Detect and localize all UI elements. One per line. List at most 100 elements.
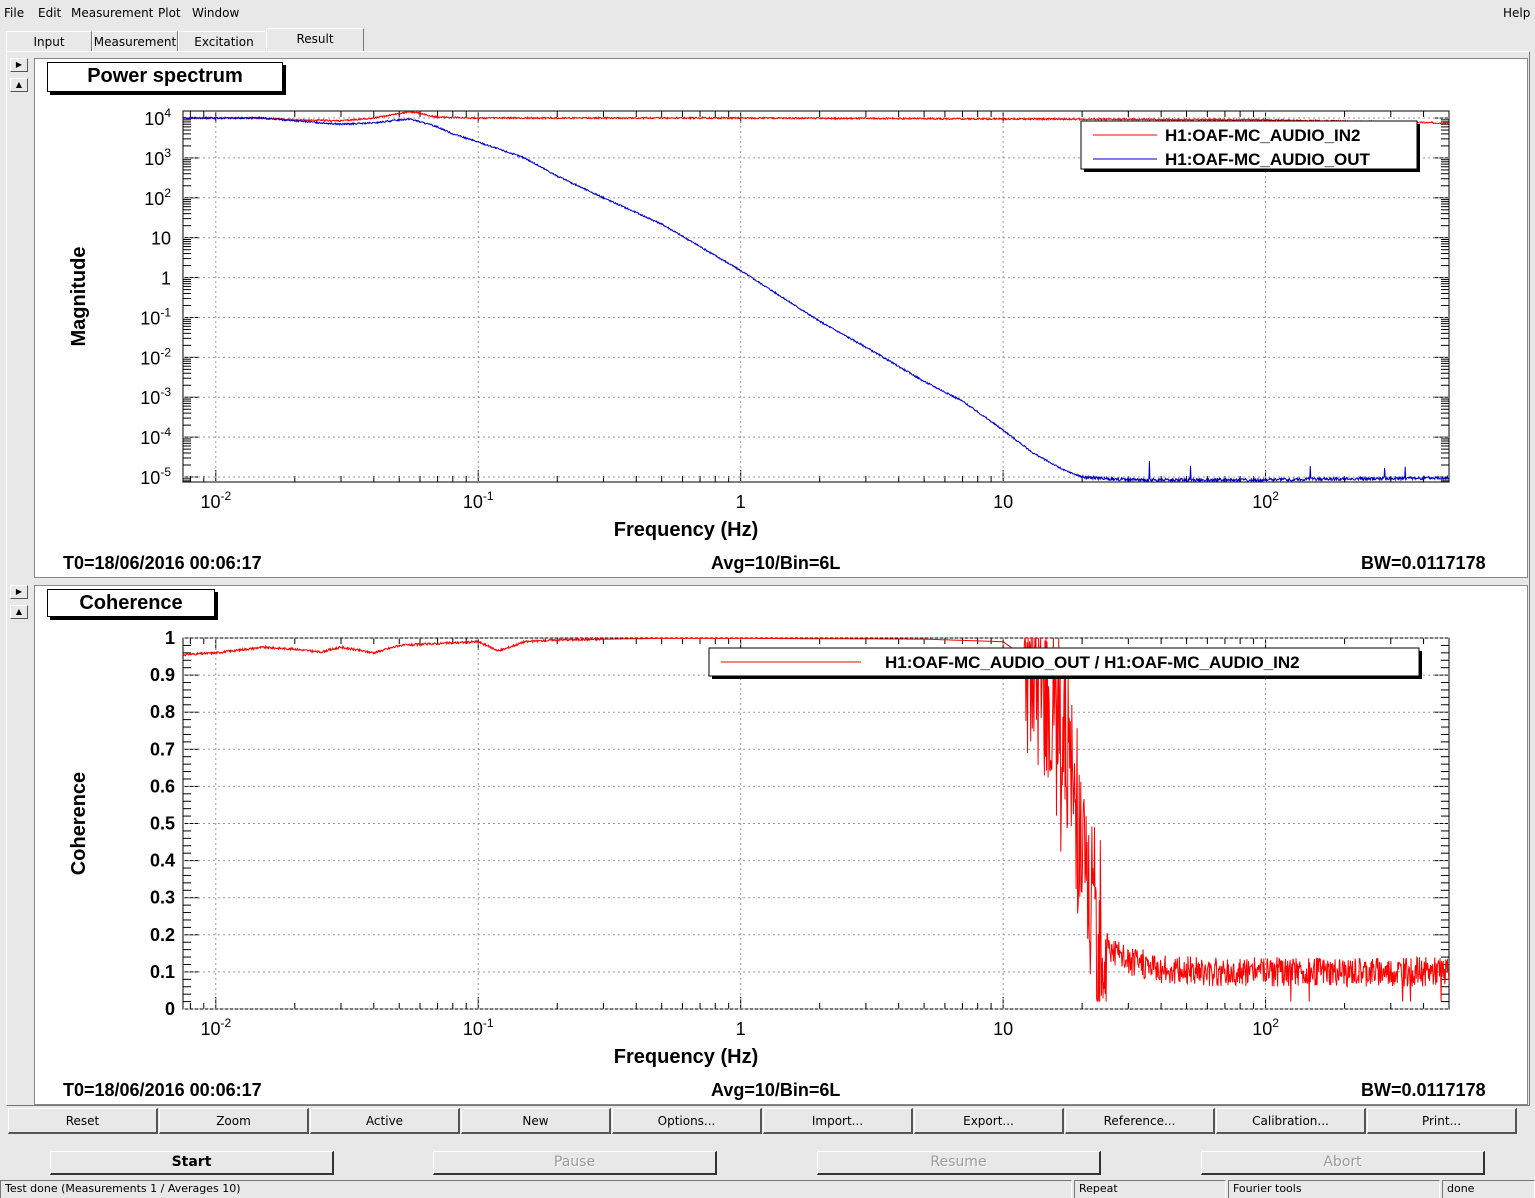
coherence-title: Coherence	[47, 589, 215, 617]
status-repeat: Repeat	[1074, 1180, 1226, 1198]
reset-button[interactable]: Reset	[8, 1108, 158, 1134]
y-tick-label: 1	[161, 269, 171, 289]
y-tick-label: 10-2	[140, 345, 171, 368]
y-axis-title: Coherence	[68, 772, 90, 875]
calibration-button[interactable]: Calibration...	[1216, 1108, 1366, 1134]
plot-frame	[182, 110, 1450, 483]
y-tick-exponent: -3	[160, 385, 171, 399]
status-main: Test done (Measurements 1 / Averages 10)	[0, 1180, 1072, 1198]
tab-excitation[interactable]: Excitation	[178, 31, 270, 51]
x-tick-label: 10-1	[463, 489, 494, 512]
y-tick-exponent: -2	[160, 345, 171, 359]
t0-label: T0=18/06/2016 00:06:17	[63, 553, 262, 573]
y-tick-exponent: -5	[160, 465, 171, 479]
export-button[interactable]: Export...	[914, 1108, 1064, 1134]
y-tick-label: 0.8	[150, 702, 175, 722]
tab-result[interactable]: Result	[266, 28, 364, 52]
menu-window[interactable]: Window	[192, 6, 240, 20]
abort-button[interactable]: Abort	[1201, 1151, 1485, 1175]
series-line-0	[183, 111, 1449, 125]
coherence-plot[interactable]: 10-2 10-1 1 10 102 1 0.9 0.8 0.7 0.6 0.5 0.4 0.3 0.2 0…	[35, 586, 1527, 1104]
power-spectrum-plot[interactable]: 10-2 10-1 1 10 10210410310210110-110-210-310…	[35, 59, 1527, 577]
y-tick-exponent: 2	[164, 186, 171, 200]
y-axis-title: Magnitude	[68, 247, 90, 347]
x-tick-label: 1	[736, 492, 746, 512]
y-tick-label: 0.9	[150, 665, 175, 685]
y-tick-label: 10-1	[140, 305, 171, 328]
power-spectrum-panel[interactable]: 10-2 10-1 1 10 102 104 103 102 10 1 10-1 10-2 10-3 10…	[34, 58, 1528, 578]
y-tick-label: 0.7	[150, 739, 175, 759]
coherence-panel[interactable]: 10-2 10-1 1 10 102 1 0.9 0.8 0.7 0.6 0.5 0.4 0.3 0.2 0…	[34, 585, 1528, 1105]
tab-input[interactable]: Input	[6, 31, 92, 51]
pause-button[interactable]: Pause	[433, 1151, 717, 1175]
series-line-1	[183, 115, 1449, 482]
menu-bar: File Edit Measurement Plot Window Help	[0, 0, 1535, 26]
menu-measurement[interactable]: Measurement	[71, 6, 154, 20]
active-button[interactable]: Active	[310, 1108, 460, 1134]
legend-entry-1: H1:OAF-MC_AUDIO_OUT	[1165, 150, 1371, 169]
y-tick-exponent: 4	[164, 106, 171, 120]
y-tick-label: 10	[151, 229, 171, 249]
bw-label: BW=0.0117178	[1361, 553, 1486, 573]
y-tick-label: 0.2	[150, 925, 175, 945]
x-tick-exponent: 2	[1272, 1016, 1279, 1030]
x-tick-label: 10-2	[200, 1016, 231, 1039]
status-fourier: Fourier tools	[1228, 1180, 1440, 1198]
y-tick-exponent: -4	[160, 425, 171, 439]
import-button[interactable]: Import...	[763, 1108, 913, 1134]
y-tick-label: 104	[144, 106, 171, 129]
y-tick-label: 103	[144, 146, 171, 169]
menu-help[interactable]: Help	[1503, 6, 1531, 20]
result-pane	[6, 51, 1530, 1106]
x-axis-title: Frequency (Hz)	[614, 1046, 758, 1068]
x-tick-exponent: -2	[220, 489, 231, 503]
power-spectrum-title: Power spectrum	[47, 62, 283, 92]
menu-edit[interactable]: Edit	[38, 6, 62, 20]
y-tick-label: 0.3	[150, 888, 175, 908]
y-tick-label: 0.4	[150, 851, 175, 871]
y-tick-exponent: 3	[164, 146, 171, 160]
x-tick-label: 102	[1252, 489, 1279, 512]
legend-entry-0: H1:OAF-MC_AUDIO_IN2	[1165, 126, 1361, 145]
y-tick-label: 102	[144, 186, 171, 209]
resume-button[interactable]: Resume	[817, 1151, 1101, 1175]
legend-entry-0: H1:OAF-MC_AUDIO_OUT / H1:OAF-MC_AUDIO_IN…	[885, 653, 1300, 672]
y-tick-label: 1	[165, 628, 175, 648]
new-button[interactable]: New	[461, 1108, 611, 1134]
bw-label-2: BW=0.0117178	[1361, 1080, 1486, 1100]
x-tick-label: 10	[993, 1019, 1013, 1039]
expand-right-icon[interactable]: ▶	[10, 58, 28, 72]
t0-label-2: T0=18/06/2016 00:06:17	[63, 1080, 262, 1100]
menu-plot[interactable]: Plot	[158, 6, 181, 20]
collapse-up-icon[interactable]: ▲	[10, 78, 28, 92]
reference-button[interactable]: Reference...	[1065, 1108, 1215, 1134]
x-tick-exponent: -1	[483, 1016, 494, 1030]
zoom-button[interactable]: Zoom	[159, 1108, 309, 1134]
print-button[interactable]: Print...	[1367, 1108, 1517, 1134]
y-tick-label: 0.5	[150, 814, 175, 834]
options-button[interactable]: Options...	[612, 1108, 762, 1134]
y-tick-exponent: -1	[160, 305, 171, 319]
menu-file[interactable]: File	[4, 6, 25, 20]
x-tick-label: 102	[1252, 1016, 1279, 1039]
x-tick-exponent: 2	[1272, 489, 1279, 503]
avg-label-2: Avg=10/Bin=6L	[711, 1080, 841, 1100]
x-axis-title: Frequency (Hz)	[614, 519, 758, 541]
x-tick-label: 10	[993, 492, 1013, 512]
x-tick-label: 10-1	[463, 1016, 494, 1039]
x-tick-label: 1	[736, 1019, 746, 1039]
x-tick-exponent: -1	[483, 489, 494, 503]
series-line-0	[183, 638, 1449, 1002]
legend-box	[1080, 120, 1418, 170]
y-tick-label: 0	[165, 999, 175, 1019]
y-tick-label: 10-5	[140, 465, 171, 488]
y-tick-label: 10-4	[140, 425, 171, 448]
y-tick-label: 10-3	[140, 385, 171, 408]
status-done: done	[1442, 1180, 1535, 1198]
start-button[interactable]: Start	[50, 1151, 334, 1175]
y-tick-label: 0.6	[150, 776, 175, 796]
expand-right-icon-2[interactable]: ▶	[10, 585, 28, 599]
collapse-up-icon-2[interactable]: ▲	[10, 605, 28, 619]
y-tick-label: 0.1	[150, 962, 175, 982]
tab-measurement[interactable]: Measurement	[92, 31, 178, 51]
